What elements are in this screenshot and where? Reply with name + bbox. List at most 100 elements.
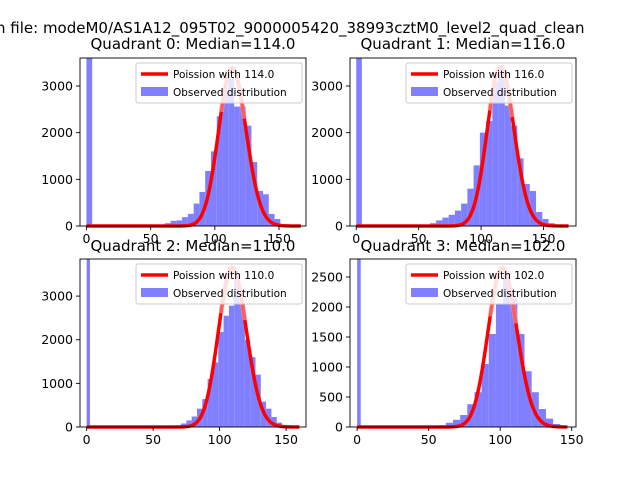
quadrant-0-legend: Poission with 114.0 Observed distributio…	[135, 62, 303, 104]
quadrant-0-axes: 0 50 100 150 0 1000 2000 3000	[41, 57, 307, 246]
quadrant-1-legend: Poission with 116.0 Observed distributio…	[405, 62, 573, 104]
histogram-bar	[176, 220, 183, 226]
legend-observed-label: Observed distribution	[443, 87, 557, 99]
histogram-bar	[492, 81, 499, 226]
histogram-bar	[244, 339, 251, 427]
histogram-bar	[187, 213, 194, 226]
histogram-bar	[536, 212, 543, 226]
x-tick-label: 100	[469, 231, 493, 246]
quadrant-0-title: Quadrant 0: Median=114.0	[91, 35, 296, 53]
histogram-bar	[524, 371, 532, 427]
histogram-bar	[538, 409, 546, 427]
legend-frame	[135, 62, 303, 104]
y-tick-label: 0	[335, 420, 343, 435]
histogram-bar	[474, 392, 482, 427]
histogram-bar	[511, 125, 518, 226]
y-tick-label: 0	[65, 420, 73, 435]
histogram-bar	[461, 203, 468, 226]
x-tick-label: 0	[352, 231, 360, 246]
x-tick-label: 0	[353, 432, 361, 447]
legend-observed-label: Observed distribution	[173, 87, 287, 99]
histogram-bar	[86, 259, 90, 427]
histogram-bar	[193, 203, 200, 226]
x-tick-label: 50	[143, 231, 159, 246]
histogram-bar	[436, 220, 443, 226]
histogram-bar	[510, 298, 518, 427]
histogram-bar	[234, 277, 240, 427]
histogram-bar	[218, 331, 224, 427]
histogram-bar	[517, 334, 525, 427]
histogram-bar	[503, 273, 511, 427]
histogram-bar	[228, 79, 235, 226]
histogram-bar	[268, 213, 275, 226]
legend-observed-label: Observed distribution	[443, 288, 557, 300]
y-tick-label: 0	[65, 219, 73, 234]
quadrant-2-histogram	[86, 259, 288, 427]
y-tick-label: 2000	[311, 300, 343, 315]
y-tick-label: 500	[319, 390, 343, 405]
x-tick-label: 150	[274, 432, 298, 447]
histogram-bar	[210, 151, 217, 226]
histogram-bar	[479, 132, 487, 226]
histogram-bar	[250, 357, 256, 427]
axes-frame	[349, 258, 577, 428]
histogram-bar	[222, 90, 229, 227]
figure-suptitle: n file: modeM0/AS1A12_095T02_9000005420_…	[0, 19, 585, 38]
y-tick-label: 1000	[311, 360, 343, 375]
quadrant-2-legend: Poission with 110.0 Observed distributio…	[135, 263, 303, 305]
histogram-bar	[207, 379, 213, 427]
histogram-bar	[202, 399, 208, 427]
y-tick-label: 0	[335, 219, 343, 234]
histogram-bar	[357, 259, 361, 427]
x-tick-label: 50	[145, 432, 161, 447]
legend-frame	[135, 263, 303, 305]
histogram-bar	[488, 334, 496, 427]
x-tick-label: 50	[421, 432, 437, 447]
x-tick-label: 100	[208, 432, 232, 447]
quadrant-2-title: Quadrant 2: Median=110.0	[91, 237, 296, 255]
legend-observed-patch-icon	[411, 87, 438, 96]
y-tick-label: 2000	[41, 125, 73, 140]
histogram-bar	[182, 217, 188, 226]
quadrant-3-legend: Poission with 102.0 Observed distributio…	[405, 263, 573, 305]
histogram-bar	[274, 219, 281, 226]
axes-frame	[79, 57, 307, 227]
x-tick-label: 50	[411, 231, 427, 246]
legend-observed-label: Observed distribution	[173, 288, 287, 300]
x-tick-label: 100	[488, 432, 512, 447]
histogram-bar	[542, 219, 549, 226]
quadrant-2-plot: Quadrant 2: Median=110.0 0 50 100 150 0 1000 2…	[41, 237, 307, 447]
quadrant-1-plot: Quadrant 1: Median=116.0 0 50 100 150 0 1000 2…	[311, 35, 577, 246]
quadrant-1-title: Quadrant 1: Median=116.0	[361, 35, 566, 53]
histogram-bar	[481, 364, 489, 427]
y-tick-label: 1000	[41, 172, 73, 187]
histogram-bar	[460, 415, 468, 427]
histogram-bar	[251, 162, 258, 226]
legend-observed-patch-icon	[141, 87, 168, 96]
histogram-bar	[239, 302, 245, 427]
histogram-bar	[239, 106, 246, 226]
histogram-bar	[454, 210, 462, 226]
histogram-bar	[545, 418, 554, 427]
legend-frame	[405, 263, 573, 305]
histogram-bar	[498, 70, 505, 226]
x-tick-label: 0	[83, 432, 91, 447]
histogram-bar	[452, 419, 461, 427]
histogram-bar	[191, 416, 197, 427]
quadrant-1-axes: 0 50 100 150 0 1000 2000 3000	[311, 57, 577, 246]
histogram-bar	[212, 362, 219, 427]
histogram-bar	[262, 194, 269, 226]
x-tick-label: 150	[560, 432, 584, 447]
histogram-bar	[234, 106, 240, 226]
legend-observed-patch-icon	[141, 288, 168, 297]
y-tick-label: 1500	[311, 330, 343, 345]
histogram-bar	[504, 105, 512, 226]
histogram-bar	[216, 116, 223, 226]
y-tick-label: 3000	[311, 79, 343, 94]
histogram-bar	[245, 125, 252, 226]
histogram-bar	[448, 214, 455, 226]
legend-poisson-label: Poission with 116.0	[443, 69, 544, 81]
y-tick-label: 2500	[311, 270, 343, 285]
histogram-bar	[271, 416, 277, 427]
